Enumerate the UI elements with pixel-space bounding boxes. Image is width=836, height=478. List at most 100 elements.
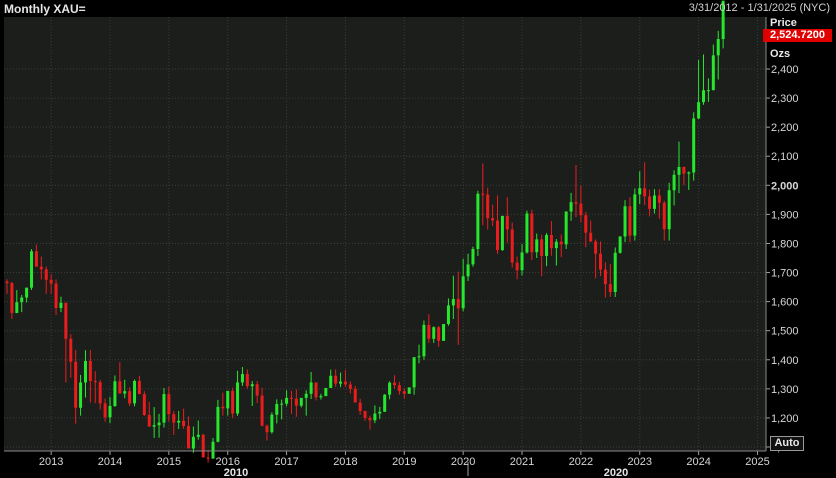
candle (422, 320, 426, 360)
candle (275, 399, 279, 424)
auto-scale-button[interactable]: Auto (770, 436, 804, 451)
x-tick-label: 2025 (745, 456, 769, 468)
x-tick-label: 2018 (333, 456, 357, 468)
candle-body (98, 382, 102, 404)
y-tick-label: 1,300 (771, 384, 799, 396)
candle (182, 408, 186, 429)
y-tick-label: 1,700 (771, 268, 799, 280)
candle-body (648, 196, 652, 209)
candle (427, 314, 431, 343)
x-tick-label: 2024 (686, 456, 710, 468)
candle-body (182, 420, 186, 427)
x-tick-label: 2013 (39, 456, 63, 468)
candle (579, 185, 583, 223)
candle-body (260, 395, 264, 426)
candle-body (643, 188, 647, 197)
candle-body (652, 195, 656, 209)
plot-background (4, 17, 766, 451)
candle-body (466, 264, 470, 277)
candle (98, 379, 102, 410)
candle (5, 279, 9, 294)
candle-body (25, 287, 29, 298)
candle-body (373, 413, 377, 421)
candle-body (706, 90, 710, 92)
candle-body (589, 232, 593, 242)
candle (196, 420, 200, 440)
candle (265, 424, 269, 441)
candle (417, 344, 421, 364)
candle (442, 324, 446, 341)
candle-body (500, 215, 504, 251)
candle (373, 405, 377, 424)
candle (353, 385, 357, 403)
candle-body (442, 324, 446, 341)
candle (510, 222, 514, 268)
candle-body (554, 241, 558, 249)
x-tick-label: 2015 (157, 456, 181, 468)
candle (191, 426, 195, 453)
candle (25, 287, 29, 303)
candle (44, 266, 48, 294)
candle (535, 233, 539, 258)
candle (236, 370, 240, 416)
candle (368, 415, 372, 430)
candle (69, 334, 73, 378)
candles (5, 0, 725, 463)
candle-body (196, 434, 200, 437)
candle (270, 412, 274, 434)
candle (388, 381, 392, 400)
candle (289, 390, 293, 414)
candle-body (638, 188, 642, 195)
y-tick-label: 2,300 (771, 93, 799, 105)
candle-body (201, 434, 205, 458)
candle-body (662, 202, 666, 230)
candle (716, 30, 720, 80)
candle-body (599, 253, 603, 270)
candle (471, 246, 475, 267)
candle-body (613, 252, 617, 293)
candle-body (226, 390, 230, 409)
x-tick-label: 2014 (98, 456, 122, 468)
candle (569, 192, 573, 221)
candle (255, 380, 259, 404)
candle (682, 166, 686, 186)
candle (657, 189, 661, 219)
candle (402, 388, 406, 399)
candle-body (358, 402, 362, 411)
candle-body (525, 213, 529, 253)
units-label: Ozs (770, 48, 791, 60)
candle (186, 416, 190, 449)
candle (545, 232, 549, 267)
candle (30, 248, 34, 290)
candle-body (191, 436, 195, 449)
candle (559, 234, 563, 258)
candle-body (603, 269, 607, 285)
x-tick-label: 2021 (510, 456, 534, 468)
candle (20, 294, 24, 313)
candle-body (79, 382, 83, 408)
candle (594, 239, 598, 279)
candle-body (240, 374, 244, 383)
candle-body (5, 281, 9, 284)
candle-body (289, 397, 293, 399)
candle (667, 182, 671, 241)
candle-body (594, 241, 598, 254)
y-axis-ticks: 1,1001,2001,3001,4001,5001,6001,7001,800… (766, 64, 799, 454)
candle-body (422, 324, 426, 357)
candle-body (388, 382, 392, 395)
candle (34, 244, 38, 267)
candle (618, 236, 622, 254)
candle-body (133, 380, 137, 404)
candle (79, 374, 83, 416)
candle (392, 375, 396, 389)
candle (172, 410, 176, 435)
candle-body (64, 302, 68, 339)
candle-body (309, 382, 313, 394)
candle-body (368, 417, 372, 421)
x-tick-label: 2017 (274, 456, 298, 468)
y-tick-label: 2,100 (771, 151, 799, 163)
candle-body (74, 361, 78, 408)
candle (128, 387, 132, 407)
candle-body (569, 202, 573, 212)
candle-body (221, 406, 225, 409)
